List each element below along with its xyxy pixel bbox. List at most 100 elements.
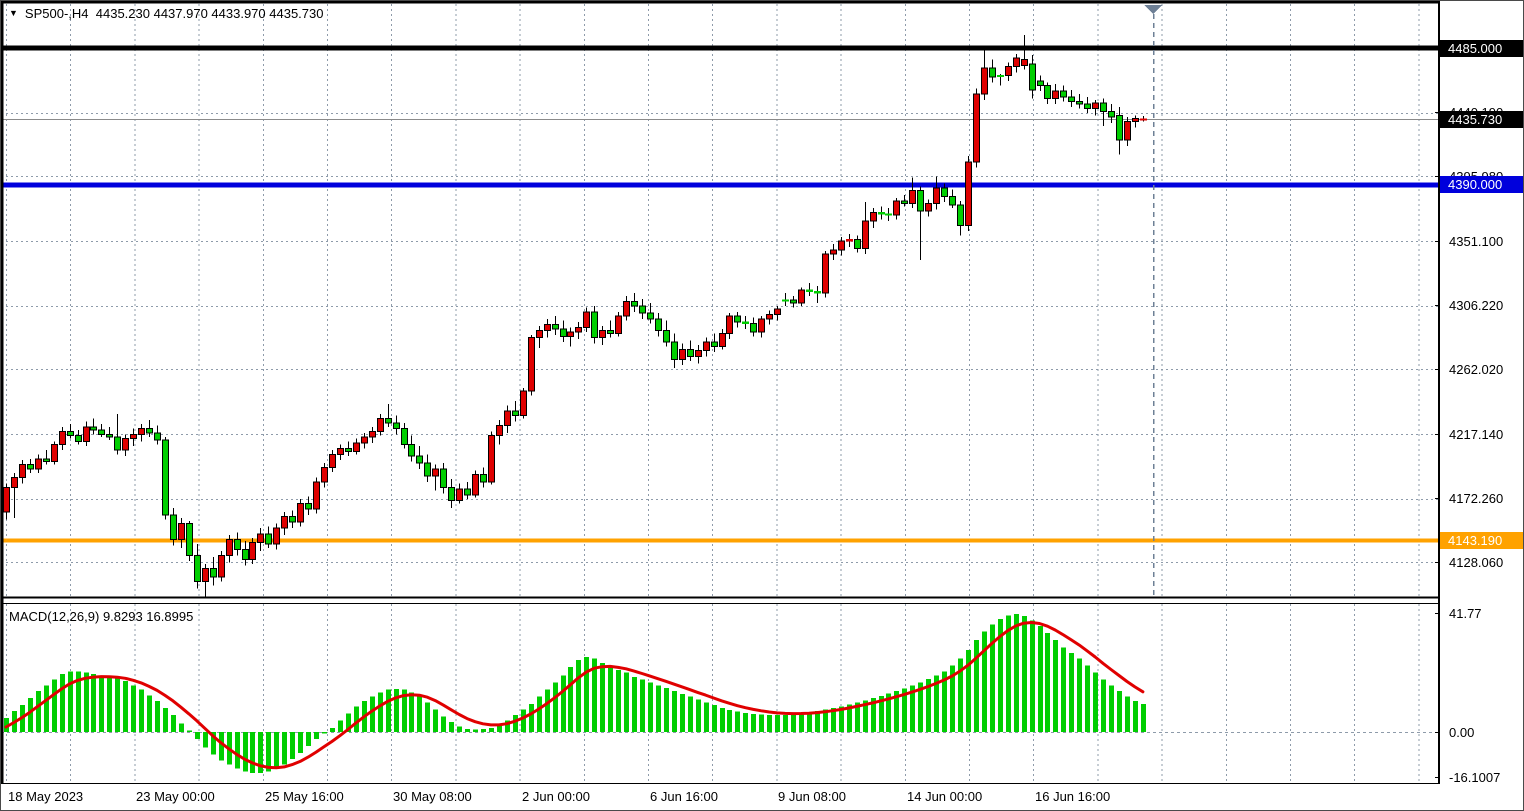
candle: [194, 554, 201, 582]
macd-histogram-bar: [823, 709, 828, 732]
macd-histogram-bar: [942, 671, 947, 732]
macd-histogram-bar: [545, 689, 550, 732]
macd-histogram-bar: [815, 711, 820, 732]
macd-histogram-bar: [386, 689, 391, 732]
macd-indicator-label: MACD(12,26,9) 9.8293 16.8995: [9, 609, 193, 624]
macd-histogram-bar: [537, 696, 542, 732]
macd-histogram-bar: [465, 729, 470, 732]
macd-histogram-bar: [123, 681, 128, 732]
candle: [965, 161, 972, 226]
price-axis[interactable]: 4440.1904395.9804351.1004306.2204262.020…: [1435, 1, 1523, 785]
macd-histogram-bar: [648, 682, 653, 732]
candle: [790, 299, 797, 304]
candle: [997, 74, 1004, 77]
candle: [663, 330, 670, 343]
candle: [973, 93, 980, 163]
macd-histogram-bar: [258, 732, 263, 773]
candle: [933, 187, 940, 205]
macd-histogram-bar: [298, 732, 303, 754]
chart-shift-marker-icon[interactable]: [1144, 5, 1162, 14]
macd-histogram-bar: [600, 662, 605, 732]
macd-histogram-bar: [1125, 696, 1130, 732]
macd-histogram-bar: [727, 709, 732, 732]
macd-histogram-bar: [720, 707, 725, 732]
price-axis-separator: [1438, 1, 1440, 784]
candle: [202, 567, 209, 582]
macd-histogram-bar: [751, 713, 756, 732]
candle: [178, 523, 185, 541]
time-axis-label: 23 May 00:00: [136, 789, 215, 804]
candle: [369, 430, 376, 438]
candle: [480, 474, 487, 483]
macd-axis-tick: [1435, 613, 1440, 615]
macd-histogram-bar: [656, 685, 661, 732]
horizontal-level-line[interactable]: [1, 45, 1438, 51]
macd-histogram-bar: [266, 732, 271, 772]
macd-histogram-bar: [775, 715, 780, 732]
candle: [162, 439, 169, 516]
macd-values: 9.8293 16.8995: [102, 609, 194, 624]
macd-axis-tick: [1435, 731, 1440, 733]
macd-histogram-bar: [1093, 672, 1098, 732]
chart-canvas[interactable]: [1, 1, 1524, 784]
candle: [798, 289, 805, 304]
candle: [1076, 100, 1083, 105]
macd-histogram-bar: [696, 699, 701, 732]
candle: [671, 341, 678, 360]
macd-histogram-bar: [680, 693, 685, 732]
pane-separator[interactable]: [1, 596, 1438, 599]
macd-histogram-bar: [561, 675, 566, 732]
candle: [512, 410, 519, 417]
macd-histogram-bar: [1117, 691, 1122, 732]
macd-histogram-bar: [91, 674, 96, 732]
candle: [19, 464, 26, 479]
macd-histogram-bar: [409, 692, 414, 732]
time-axis-label: 9 Jun 08:00: [778, 789, 846, 804]
time-axis[interactable]: 18 May 2023 23 May 00:00 25 May 16:00 30 Ma…: [1, 784, 1523, 810]
macd-histogram-bar: [425, 702, 430, 732]
macd-histogram-bar: [1109, 685, 1114, 732]
candle: [234, 539, 241, 551]
macd-histogram-bar: [553, 682, 558, 732]
one-click-trading-arrow-icon[interactable]: ▼: [9, 8, 18, 18]
macd-histogram-bar: [36, 691, 41, 732]
macd-histogram-bar: [990, 624, 995, 732]
candle: [408, 443, 415, 457]
macd-name: MACD(12,26,9): [9, 609, 100, 624]
macd-histogram-bar: [179, 723, 184, 732]
macd-histogram-bar: [1141, 704, 1146, 732]
macd-histogram-bar: [115, 678, 120, 732]
price-axis-tick: [1435, 112, 1440, 114]
candle: [59, 430, 66, 445]
candle: [265, 533, 272, 545]
macd-histogram-bar: [1006, 615, 1011, 732]
candle: [416, 455, 423, 464]
macd-histogram-bar: [68, 671, 73, 732]
horizontal-level-line[interactable]: [1, 182, 1438, 188]
candle: [424, 462, 431, 477]
candle: [885, 213, 892, 216]
candle: [1108, 110, 1115, 118]
candle: [583, 311, 590, 329]
candle: [941, 187, 948, 197]
candle: [67, 430, 74, 437]
candle: [639, 305, 646, 314]
macd-histogram-bar: [60, 674, 65, 732]
macd-histogram-bar: [235, 732, 240, 769]
candle: [51, 443, 58, 463]
candle: [1140, 118, 1147, 121]
horizontal-level-line[interactable]: [1, 538, 1438, 543]
symbol-period-label: SP500-,H4: [24, 6, 89, 21]
macd-histogram-bar: [783, 714, 788, 732]
candle: [520, 390, 527, 417]
macd-histogram-bar: [791, 714, 796, 732]
candle: [695, 350, 702, 357]
candle: [544, 324, 551, 332]
macd-histogram-bar: [1045, 633, 1050, 732]
candle: [353, 442, 360, 453]
macd-histogram-bar: [568, 667, 573, 732]
candle: [1037, 80, 1044, 86]
candle: [1132, 118, 1139, 123]
candle: [313, 481, 320, 510]
candle: [703, 341, 710, 352]
